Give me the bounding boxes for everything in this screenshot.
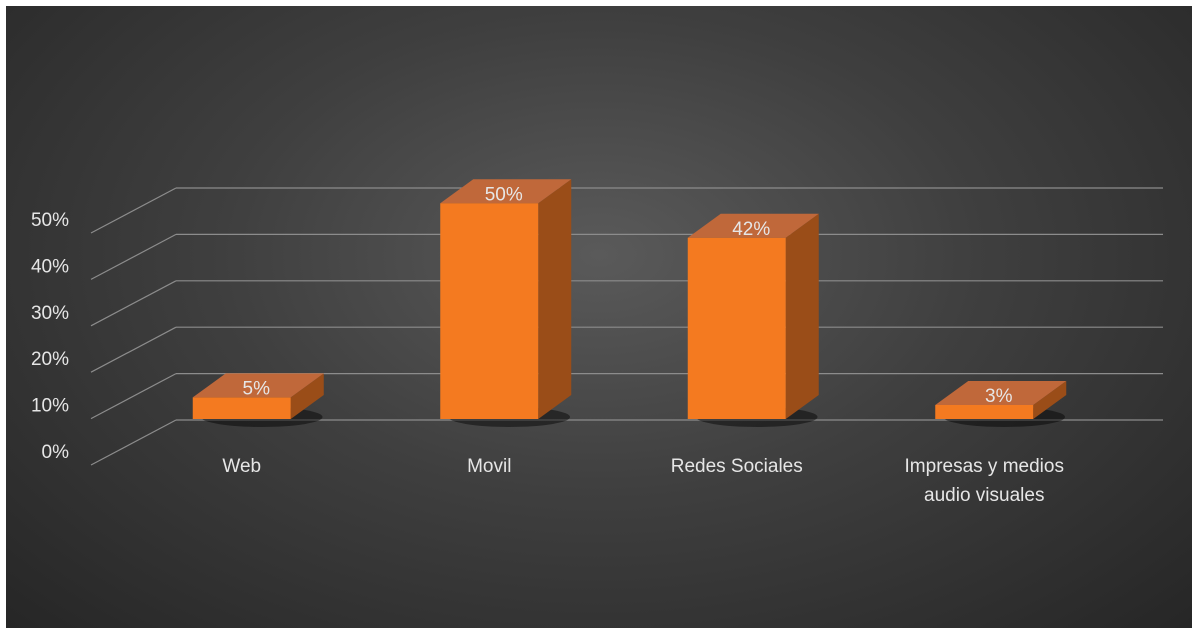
- y-tick-label: 30%: [31, 303, 69, 324]
- x-tick-label-line: Impresas y medios: [905, 456, 1064, 477]
- gridline-diagonal: [90, 326, 177, 373]
- x-tick-label: Impresas y medios audio visuales: [905, 456, 1064, 506]
- gridline-diagonal: [90, 419, 177, 466]
- gridline-diagonal: [90, 187, 177, 234]
- gridlines: [90, 187, 1163, 466]
- bar-top: [192, 373, 324, 398]
- bar-top: [687, 213, 819, 238]
- x-tick-label: Movil: [467, 456, 511, 477]
- bar-side: [290, 373, 324, 419]
- x-tick-label: Web: [222, 456, 261, 477]
- data-label: 42%: [732, 219, 770, 240]
- x-tick-label-line: Movil: [467, 456, 511, 477]
- bar: [687, 237, 786, 419]
- bar: [440, 203, 539, 419]
- x-tick-label-line: audio visuales: [924, 485, 1044, 506]
- bar-chart-3d: 0% 10% 20% 30% 40% 50% 5% Web 50% Movil 42% Redes S…: [31, 179, 1163, 506]
- gridline-diagonal: [90, 233, 177, 280]
- bar-top: [440, 179, 572, 204]
- data-label: 3%: [985, 386, 1013, 407]
- y-tick-label: 50%: [31, 210, 69, 231]
- bar: [935, 405, 1034, 419]
- y-tick-label: 10%: [31, 396, 69, 417]
- labels: 0% 10% 20% 30% 40% 50% 5% Web 50% Movil 42% Redes S…: [31, 184, 1064, 506]
- bar-top: [935, 381, 1067, 405]
- y-tick-label: 40%: [31, 256, 69, 277]
- bar-side: [785, 213, 819, 419]
- chart-area: 0% 10% 20% 30% 40% 50% 5% Web 50% Movil 42% Redes S…: [6, 6, 1192, 628]
- gridline-diagonal: [90, 373, 177, 420]
- x-tick-label-line: Redes Sociales: [671, 456, 803, 477]
- gridline-diagonal: [90, 280, 177, 327]
- x-tick-label-line: Web: [222, 456, 261, 477]
- bar-side: [1033, 381, 1067, 419]
- y-tick-label: 20%: [31, 349, 69, 370]
- bars: [192, 179, 1067, 419]
- data-label: 5%: [243, 378, 271, 399]
- x-tick-label: Redes Sociales: [671, 456, 803, 477]
- data-label: 50%: [485, 184, 523, 205]
- y-tick-label: 0%: [42, 442, 70, 463]
- bar-side: [538, 179, 572, 419]
- bar: [192, 397, 291, 419]
